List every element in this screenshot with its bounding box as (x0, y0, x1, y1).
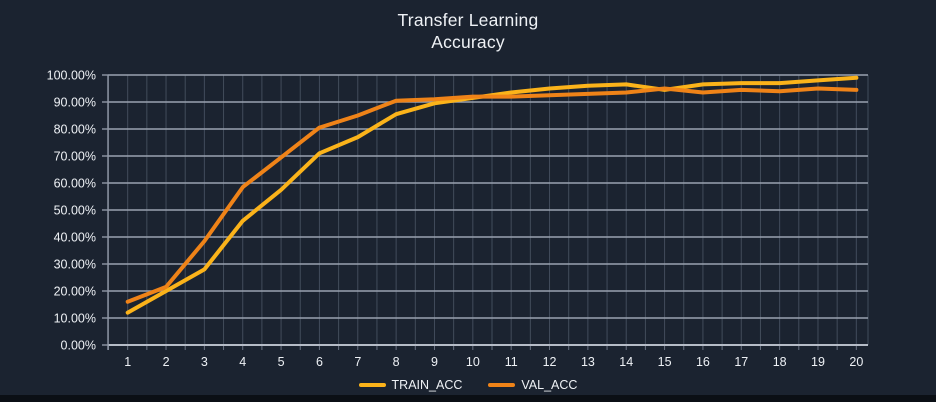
x-tick-label: 11 (505, 355, 518, 369)
x-tick-label: 2 (163, 355, 170, 369)
x-tick-label: 15 (658, 355, 672, 369)
x-tick-label: 1 (124, 355, 131, 369)
x-tick-label: 13 (581, 355, 595, 369)
val-acc-line (125, 86, 859, 304)
chart-title-line2: Accuracy (431, 32, 505, 52)
chart-title-line1: Transfer Learning (397, 10, 539, 30)
legend-item-train-acc: TRAIN_ACC (358, 378, 463, 392)
x-tick-label: 8 (393, 355, 400, 369)
legend-label-val-acc: VAL_ACC (521, 378, 578, 392)
y-tick-label: 0.00% (61, 339, 96, 353)
x-tick-label: 4 (239, 355, 246, 369)
y-tick-label: 50.00% (54, 204, 96, 218)
y-tick-label: 90.00% (54, 96, 96, 110)
x-tick-label: 12 (543, 355, 557, 369)
y-tick-label: 80.00% (54, 123, 96, 137)
x-tick-label: 16 (696, 355, 710, 369)
x-tick-label: 6 (316, 355, 323, 369)
legend-label-train-acc: TRAIN_ACC (391, 378, 463, 392)
x-tick-label: 7 (354, 355, 361, 369)
y-tick-label: 40.00% (54, 231, 96, 245)
x-tick-label: 18 (773, 355, 787, 369)
x-tick-label: 17 (734, 355, 748, 369)
y-tick-label: 30.00% (54, 258, 96, 272)
chart-legend: TRAIN_ACC VAL_ACC (0, 378, 936, 392)
val-acc-swatch (488, 383, 516, 387)
x-tick-label: 10 (466, 355, 480, 369)
y-tick-label: 100.00% (47, 69, 96, 83)
y-tick-label: 20.00% (54, 285, 96, 299)
y-tick-label: 60.00% (54, 177, 96, 191)
chart-title: Transfer Learning Accuracy (0, 9, 936, 53)
train-acc-swatch (358, 383, 386, 387)
bottom-bar (0, 395, 936, 402)
y-tick-label: 10.00% (54, 312, 96, 326)
x-tick-label: 19 (811, 355, 825, 369)
y-tick-label: 70.00% (54, 150, 96, 164)
x-tick-label: 3 (201, 355, 208, 369)
legend-item-val-acc: VAL_ACC (488, 378, 577, 392)
x-tick-label: 20 (849, 355, 863, 369)
x-tick-label: 14 (619, 355, 633, 369)
x-tick-label: 5 (278, 355, 285, 369)
x-tick-label: 9 (431, 355, 438, 369)
